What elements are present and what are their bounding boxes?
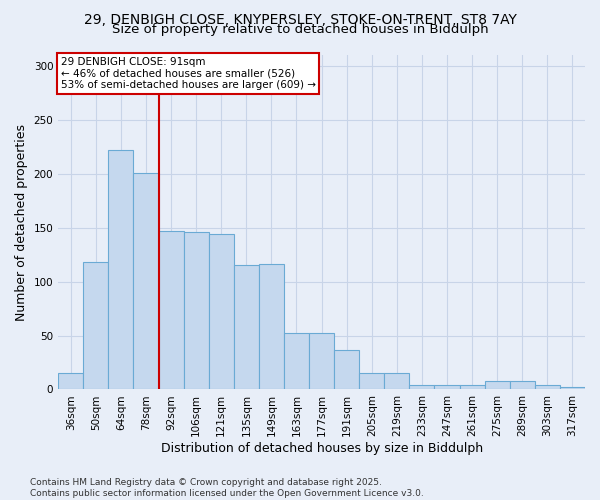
Bar	[158, 231, 184, 390]
Bar	[460, 385, 485, 390]
Bar	[510, 381, 535, 390]
Bar	[209, 234, 234, 390]
Bar	[83, 262, 109, 390]
Bar	[309, 334, 334, 390]
X-axis label: Distribution of detached houses by size in Biddulph: Distribution of detached houses by size …	[161, 442, 482, 455]
Text: 29 DENBIGH CLOSE: 91sqm
← 46% of detached houses are smaller (526)
53% of semi-d: 29 DENBIGH CLOSE: 91sqm ← 46% of detache…	[61, 56, 316, 90]
Bar	[184, 232, 209, 390]
Bar	[259, 264, 284, 390]
Bar	[284, 334, 309, 390]
Bar	[560, 388, 585, 390]
Bar	[485, 381, 510, 390]
Bar	[535, 385, 560, 390]
Bar	[359, 374, 385, 390]
Text: Size of property relative to detached houses in Biddulph: Size of property relative to detached ho…	[112, 22, 488, 36]
Bar	[58, 374, 83, 390]
Bar	[409, 385, 434, 390]
Bar	[334, 350, 359, 390]
Bar	[434, 385, 460, 390]
Text: 29, DENBIGH CLOSE, KNYPERSLEY, STOKE-ON-TRENT, ST8 7AY: 29, DENBIGH CLOSE, KNYPERSLEY, STOKE-ON-…	[83, 12, 517, 26]
Bar	[385, 374, 409, 390]
Y-axis label: Number of detached properties: Number of detached properties	[15, 124, 28, 320]
Bar	[109, 150, 133, 390]
Bar	[133, 172, 158, 390]
Text: Contains HM Land Registry data © Crown copyright and database right 2025.
Contai: Contains HM Land Registry data © Crown c…	[30, 478, 424, 498]
Bar	[234, 266, 259, 390]
